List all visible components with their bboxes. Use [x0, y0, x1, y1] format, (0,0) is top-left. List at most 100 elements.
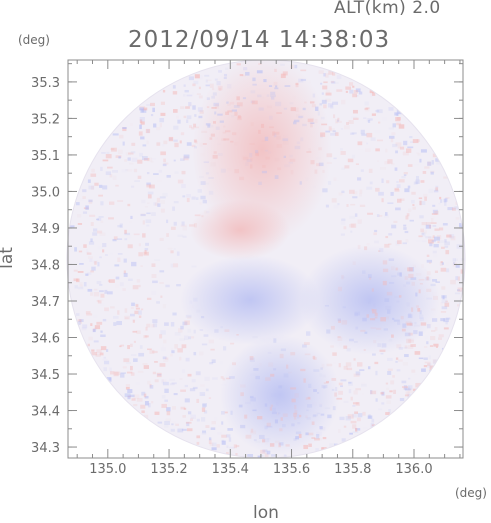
- echo-cell: [435, 281, 440, 283]
- echo-cell: [131, 398, 136, 401]
- echo-cell: [271, 416, 276, 418]
- echo-cell: [340, 99, 346, 105]
- echo-cell: [324, 305, 329, 307]
- echo-cell: [236, 102, 243, 107]
- echo-cell: [173, 125, 179, 130]
- echo-cell: [140, 308, 144, 311]
- echo-cell: [210, 162, 216, 167]
- echo-cell: [453, 262, 456, 265]
- echo-cell: [75, 202, 80, 206]
- echo-cell: [270, 373, 275, 377]
- echo-cell: [331, 378, 337, 381]
- echo-cell: [426, 341, 429, 345]
- echo-cell: [73, 278, 79, 282]
- echo-cell: [459, 290, 463, 292]
- echo-cell: [131, 157, 138, 162]
- echo-cell: [162, 89, 166, 93]
- echo-cell: [352, 402, 359, 405]
- echo-cell: [94, 327, 97, 331]
- echo-cell: [164, 420, 170, 425]
- echo-cell: [406, 213, 410, 217]
- echo-cell: [350, 132, 355, 135]
- y-tick-label: 34.9: [31, 222, 60, 237]
- echo-cell: [230, 410, 233, 415]
- echo-cell: [393, 220, 398, 224]
- echo-cell: [177, 119, 181, 124]
- echo-cell: [266, 422, 271, 427]
- echo-cell: [241, 74, 246, 77]
- echo-cell: [315, 448, 319, 452]
- echo-cell: [272, 131, 275, 136]
- echo-cell: [395, 142, 402, 146]
- echo-blob-negative: [180, 255, 320, 345]
- echo-cell: [408, 377, 411, 380]
- echo-cell: [234, 142, 238, 146]
- echo-cell: [91, 349, 95, 352]
- echo-cell: [265, 156, 270, 160]
- echo-cell: [211, 442, 217, 447]
- echo-cell: [332, 71, 336, 76]
- echo-cell: [358, 148, 363, 150]
- echo-cell: [199, 175, 204, 179]
- echo-cell: [123, 270, 126, 274]
- echo-cell: [122, 366, 127, 369]
- echo-cell: [283, 454, 286, 458]
- echo-cell: [283, 140, 289, 145]
- y-tick-label: 35.0: [31, 185, 60, 200]
- echo-cell: [190, 414, 196, 419]
- echo-cell: [349, 89, 354, 94]
- echo-cell: [160, 199, 166, 204]
- echo-cell: [263, 438, 270, 443]
- echo-cell: [353, 373, 360, 377]
- echo-cell: [316, 433, 320, 439]
- echo-cell: [73, 269, 78, 272]
- echo-cell: [127, 244, 133, 249]
- echo-cell: [387, 370, 392, 375]
- echo-cell: [325, 98, 331, 102]
- echo-cell: [282, 413, 288, 418]
- echo-cell: [405, 391, 410, 396]
- echo-cell: [390, 137, 394, 143]
- echo-cell: [184, 89, 189, 93]
- echo-cell: [449, 234, 455, 239]
- echo-cell: [180, 325, 184, 330]
- echo-cell: [250, 430, 257, 435]
- echo-cell: [159, 282, 164, 284]
- echo-cell: [160, 208, 165, 213]
- echo-cell: [119, 282, 124, 287]
- echo-cell: [345, 362, 352, 367]
- echo-cell: [353, 341, 358, 343]
- echo-cell: [205, 84, 210, 87]
- echo-cell: [394, 295, 400, 299]
- echo-cell: [294, 64, 298, 69]
- echo-cell: [249, 164, 253, 169]
- echo-cell: [387, 202, 394, 205]
- echo-cell: [198, 115, 203, 119]
- echo-cell: [354, 411, 358, 414]
- echo-cell: [165, 284, 170, 288]
- echo-cell: [162, 356, 167, 360]
- echo-cell: [134, 180, 141, 182]
- echo-cell: [421, 240, 427, 243]
- echo-cell: [348, 120, 354, 124]
- echo-cell: [205, 182, 210, 185]
- echo-cell: [407, 385, 413, 390]
- echo-cell: [350, 230, 353, 233]
- echo-cell: [304, 101, 307, 104]
- echo-cell: [427, 363, 431, 367]
- echo-cell: [367, 274, 372, 279]
- echo-cell: [421, 263, 424, 268]
- echo-cell: [145, 219, 152, 224]
- echo-cell: [135, 304, 139, 308]
- echo-cell: [453, 206, 460, 210]
- x-tick-label: 135.6: [273, 462, 310, 477]
- echo-cell: [395, 360, 398, 363]
- echo-cell: [361, 270, 366, 274]
- echo-cell: [249, 395, 254, 398]
- echo-cell: [223, 346, 227, 351]
- echo-cell: [83, 282, 87, 287]
- echo-cell: [176, 115, 180, 119]
- echo-cell: [345, 416, 351, 421]
- echo-cell: [404, 388, 411, 391]
- echo-cell: [145, 128, 151, 134]
